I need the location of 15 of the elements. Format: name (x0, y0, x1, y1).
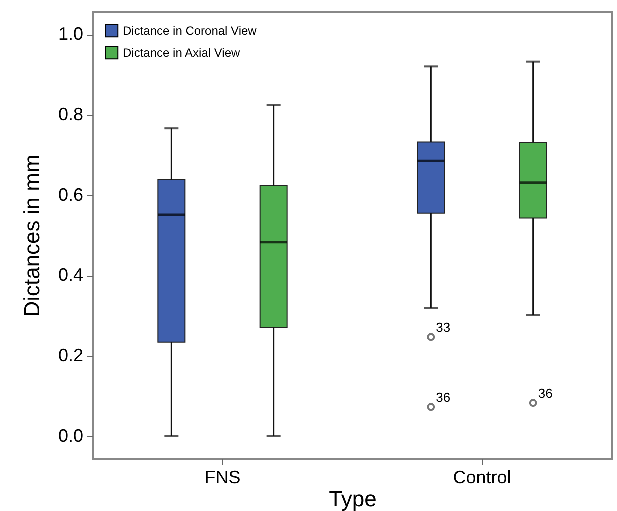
y-tick-label: 1.0 (58, 24, 84, 44)
annotation: 33 (436, 320, 451, 336)
x-tick-label: FNS (204, 468, 241, 488)
y-tick-label: 0.0 (58, 426, 84, 446)
annotation: 36 (538, 386, 553, 402)
y-tick-label: 0.6 (58, 184, 84, 205)
x-tick-label: Control (453, 468, 512, 488)
legend-label: Dictance in Axial View (123, 46, 241, 60)
y-tick-label: 0.2 (58, 346, 84, 366)
y-axis-title: Dictances in mm (19, 154, 44, 318)
x-axis-title: Type (329, 486, 377, 511)
annotation: 36 (436, 390, 451, 406)
legend-label: Dictance in Coronal View (123, 24, 258, 38)
y-tick-label: 0.8 (58, 104, 84, 124)
y-tick-label: 0.4 (58, 265, 84, 286)
